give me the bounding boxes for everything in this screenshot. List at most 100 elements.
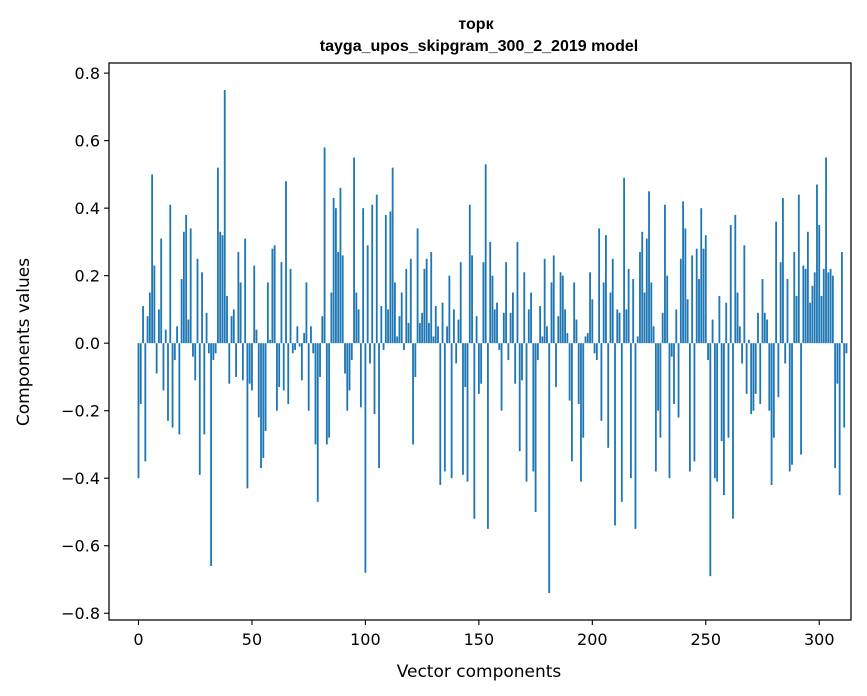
bar-162 — [505, 262, 508, 344]
bar-112 — [391, 167, 394, 344]
bar-101 — [366, 245, 369, 344]
bar-233 — [666, 275, 669, 344]
bar-269 — [747, 339, 750, 344]
bar-85 — [330, 292, 333, 344]
bar-197 — [584, 336, 587, 344]
bar-137 — [448, 275, 451, 344]
bar-253 — [711, 319, 714, 344]
bar-268 — [745, 343, 748, 394]
bar-97 — [357, 309, 360, 344]
bar-92 — [346, 343, 349, 411]
bar-205 — [602, 282, 605, 344]
y-tick-label-7: 0.6 — [75, 132, 100, 151]
bar-141 — [457, 319, 460, 344]
y-tick-label-4: 0.0 — [75, 334, 100, 353]
bar-172 — [527, 309, 530, 344]
bar-288 — [791, 343, 793, 465]
bar-136 — [446, 326, 449, 344]
x-tick-label-50: 50 — [242, 630, 262, 649]
bar-14 — [169, 204, 172, 344]
bar-252 — [709, 343, 712, 577]
bar-189 — [566, 333, 569, 344]
bar-124 — [418, 322, 421, 344]
bar-190 — [568, 343, 571, 401]
bar-98 — [359, 343, 362, 408]
bar-129 — [430, 252, 433, 344]
bar-281 — [775, 221, 778, 344]
bar-44 — [237, 252, 240, 344]
bar-194 — [577, 343, 580, 404]
bar-200 — [591, 299, 594, 344]
bar-62 — [278, 343, 281, 388]
bar-61 — [276, 343, 278, 411]
y-tick-label-2: −0.4 — [61, 469, 100, 488]
bar-266 — [741, 343, 743, 364]
bar-127 — [425, 258, 428, 344]
y-tick-label-6: 0.4 — [75, 199, 100, 218]
bar-224 — [645, 238, 648, 344]
bar-154 — [487, 343, 489, 529]
bar-204 — [600, 343, 603, 421]
bar-55 — [262, 343, 265, 458]
bar-188 — [564, 309, 566, 344]
bar-229 — [657, 343, 660, 411]
bar-187 — [561, 275, 564, 344]
bar-201 — [593, 343, 596, 354]
bar-126 — [423, 268, 426, 344]
bar-47 — [244, 238, 247, 344]
bar-191 — [570, 343, 573, 462]
bar-309 — [838, 343, 841, 496]
bar-100 — [364, 343, 367, 573]
bar-289 — [793, 252, 796, 344]
bar-184 — [555, 343, 557, 388]
bar-259 — [725, 302, 728, 344]
bar-195 — [580, 343, 582, 482]
bar-16 — [173, 343, 176, 361]
bar-35 — [217, 167, 219, 344]
bar-305 — [829, 268, 832, 344]
bar-75 — [307, 343, 310, 411]
bar-290 — [795, 295, 798, 344]
bar-275 — [761, 279, 764, 344]
bar-283 — [779, 262, 782, 344]
bar-108 — [382, 343, 385, 350]
bar-255 — [716, 343, 719, 482]
bar-292 — [800, 343, 802, 455]
bar-223 — [643, 292, 646, 344]
bar-220 — [636, 336, 639, 344]
bar-56 — [264, 343, 267, 431]
x-tick-label-300: 300 — [804, 630, 835, 649]
bar-256 — [718, 295, 721, 344]
bar-64 — [282, 343, 285, 391]
x-tick-label-0: 0 — [133, 630, 143, 649]
bar-51 — [253, 265, 256, 344]
bar-219 — [634, 343, 637, 529]
bar-257 — [720, 343, 723, 442]
bar-156 — [491, 275, 494, 344]
y-tick-label-1: −0.6 — [61, 537, 100, 556]
bar-42 — [232, 309, 235, 344]
bar-28 — [201, 272, 203, 344]
bar-89 — [339, 187, 342, 344]
bar-48 — [246, 343, 249, 489]
bar-80 — [319, 343, 321, 377]
bar-120 — [409, 258, 412, 344]
bar-96 — [355, 292, 358, 344]
bar-213 — [620, 343, 623, 502]
bar-258 — [723, 343, 725, 496]
bar-58 — [269, 339, 272, 344]
bar-93 — [348, 343, 351, 391]
bar-181 — [548, 343, 551, 593]
bar-29 — [203, 343, 206, 435]
bar-215 — [625, 309, 628, 344]
bar-295 — [806, 231, 809, 344]
bar-26 — [196, 258, 199, 344]
bar-150 — [477, 343, 480, 394]
bar-212 — [618, 312, 621, 344]
bar-74 — [305, 282, 308, 344]
bar-144 — [464, 343, 467, 388]
bar-41 — [230, 316, 233, 344]
bar-226 — [650, 282, 653, 344]
bar-59 — [271, 248, 274, 344]
bar-152 — [482, 262, 485, 344]
